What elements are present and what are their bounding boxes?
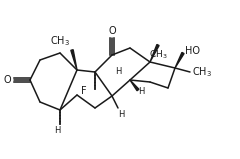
Text: H: H bbox=[138, 87, 144, 97]
Polygon shape bbox=[71, 50, 77, 70]
Text: H: H bbox=[115, 68, 121, 76]
Polygon shape bbox=[130, 80, 139, 91]
Text: H: H bbox=[54, 126, 60, 135]
Text: CH$_3$: CH$_3$ bbox=[192, 65, 212, 79]
Text: H: H bbox=[118, 110, 124, 119]
Polygon shape bbox=[150, 45, 159, 62]
Text: O: O bbox=[108, 26, 116, 36]
Text: O: O bbox=[4, 75, 11, 85]
Text: CH$_3$: CH$_3$ bbox=[149, 49, 167, 61]
Text: HO: HO bbox=[185, 46, 200, 56]
Text: F: F bbox=[81, 86, 87, 96]
Text: CH$_3$: CH$_3$ bbox=[50, 34, 70, 48]
Polygon shape bbox=[175, 52, 184, 68]
